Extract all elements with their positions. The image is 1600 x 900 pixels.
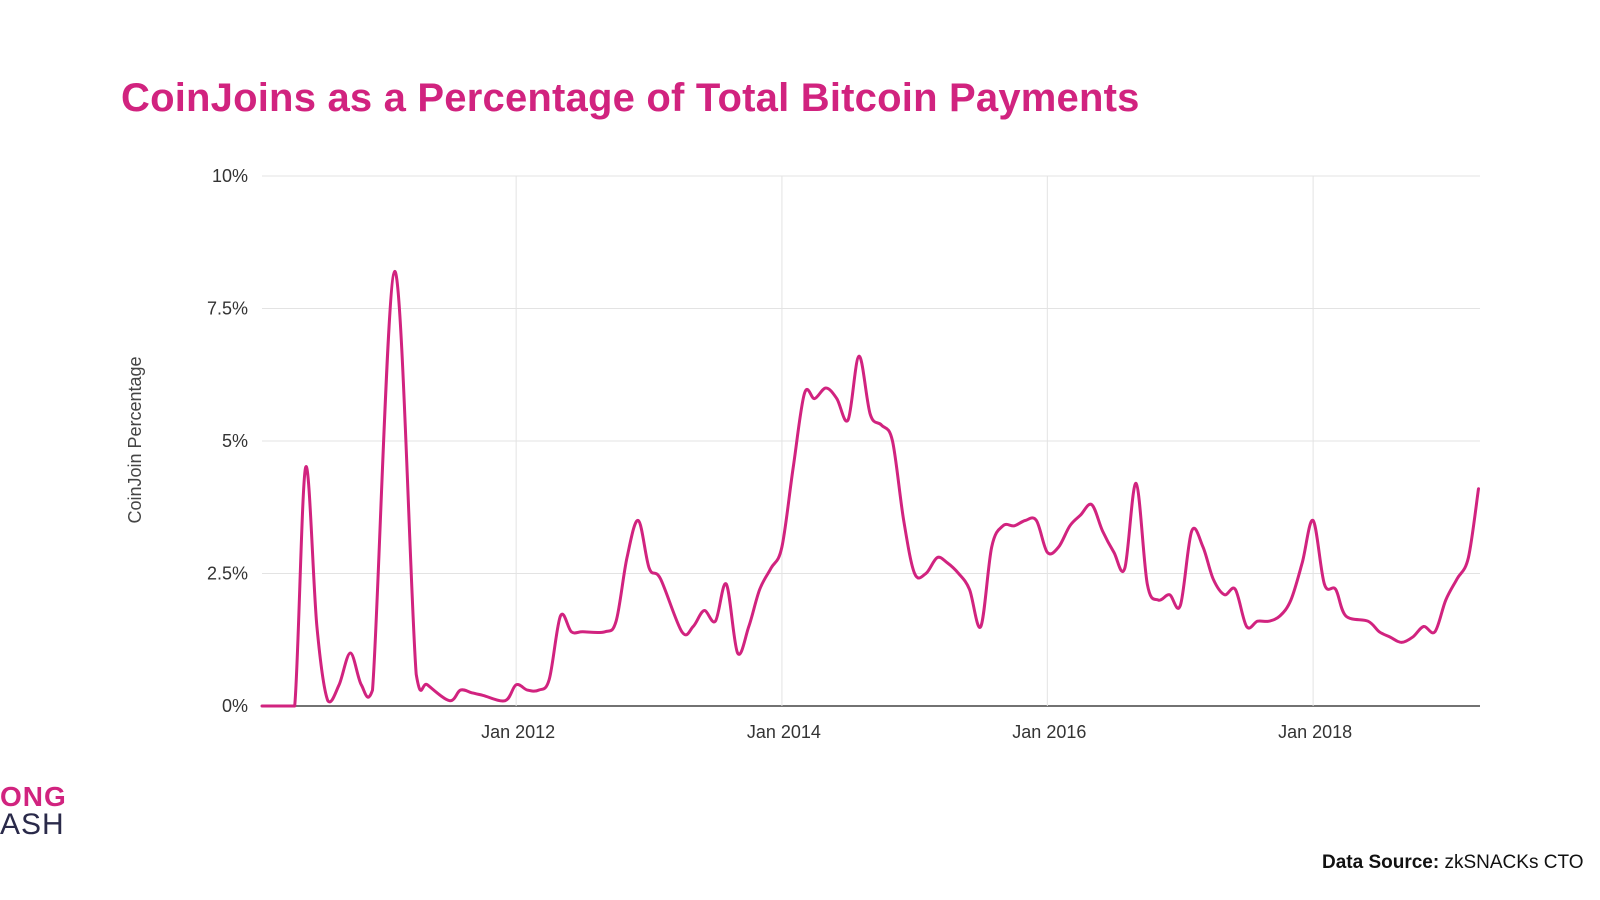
y-tick-label: 0% <box>222 696 248 716</box>
series-group <box>260 269 1480 708</box>
grid-lines <box>262 175 1480 707</box>
data-source-label: Data Source: <box>1322 852 1440 873</box>
chart-title: CoinJoins as a Percentage of Total Bitco… <box>121 76 1140 120</box>
x-axis-ticks: Jan 2012 Jan 2014 Jan 2016 Jan 2018 <box>481 722 1352 742</box>
logo-text-top: ONG <box>0 781 67 812</box>
x-tick-label: Jan 2012 <box>481 722 555 742</box>
y-tick-label: 5% <box>222 431 248 451</box>
x-tick-label: Jan 2016 <box>1012 722 1086 742</box>
x-tick-label: Jan 2018 <box>1278 722 1352 742</box>
data-source: Data Source: zkSNACKs CTO <box>1322 852 1584 874</box>
y-axis-ticks: 0% 2.5% 5% 7.5% 10% <box>207 166 248 716</box>
y-tick-label: 10% <box>212 166 248 186</box>
brand-logo: ONG ASH <box>0 781 67 841</box>
y-tick-label: 2.5% <box>207 564 248 584</box>
x-tick-label: Jan 2014 <box>747 722 821 742</box>
logo-text-bottom: ASH <box>0 808 65 841</box>
data-source-value: zkSNACKs CTO <box>1444 852 1584 873</box>
y-tick-label: 7.5% <box>207 299 248 319</box>
y-axis-label: CoinJoin Percentage <box>125 356 145 523</box>
series-line <box>260 269 1480 708</box>
